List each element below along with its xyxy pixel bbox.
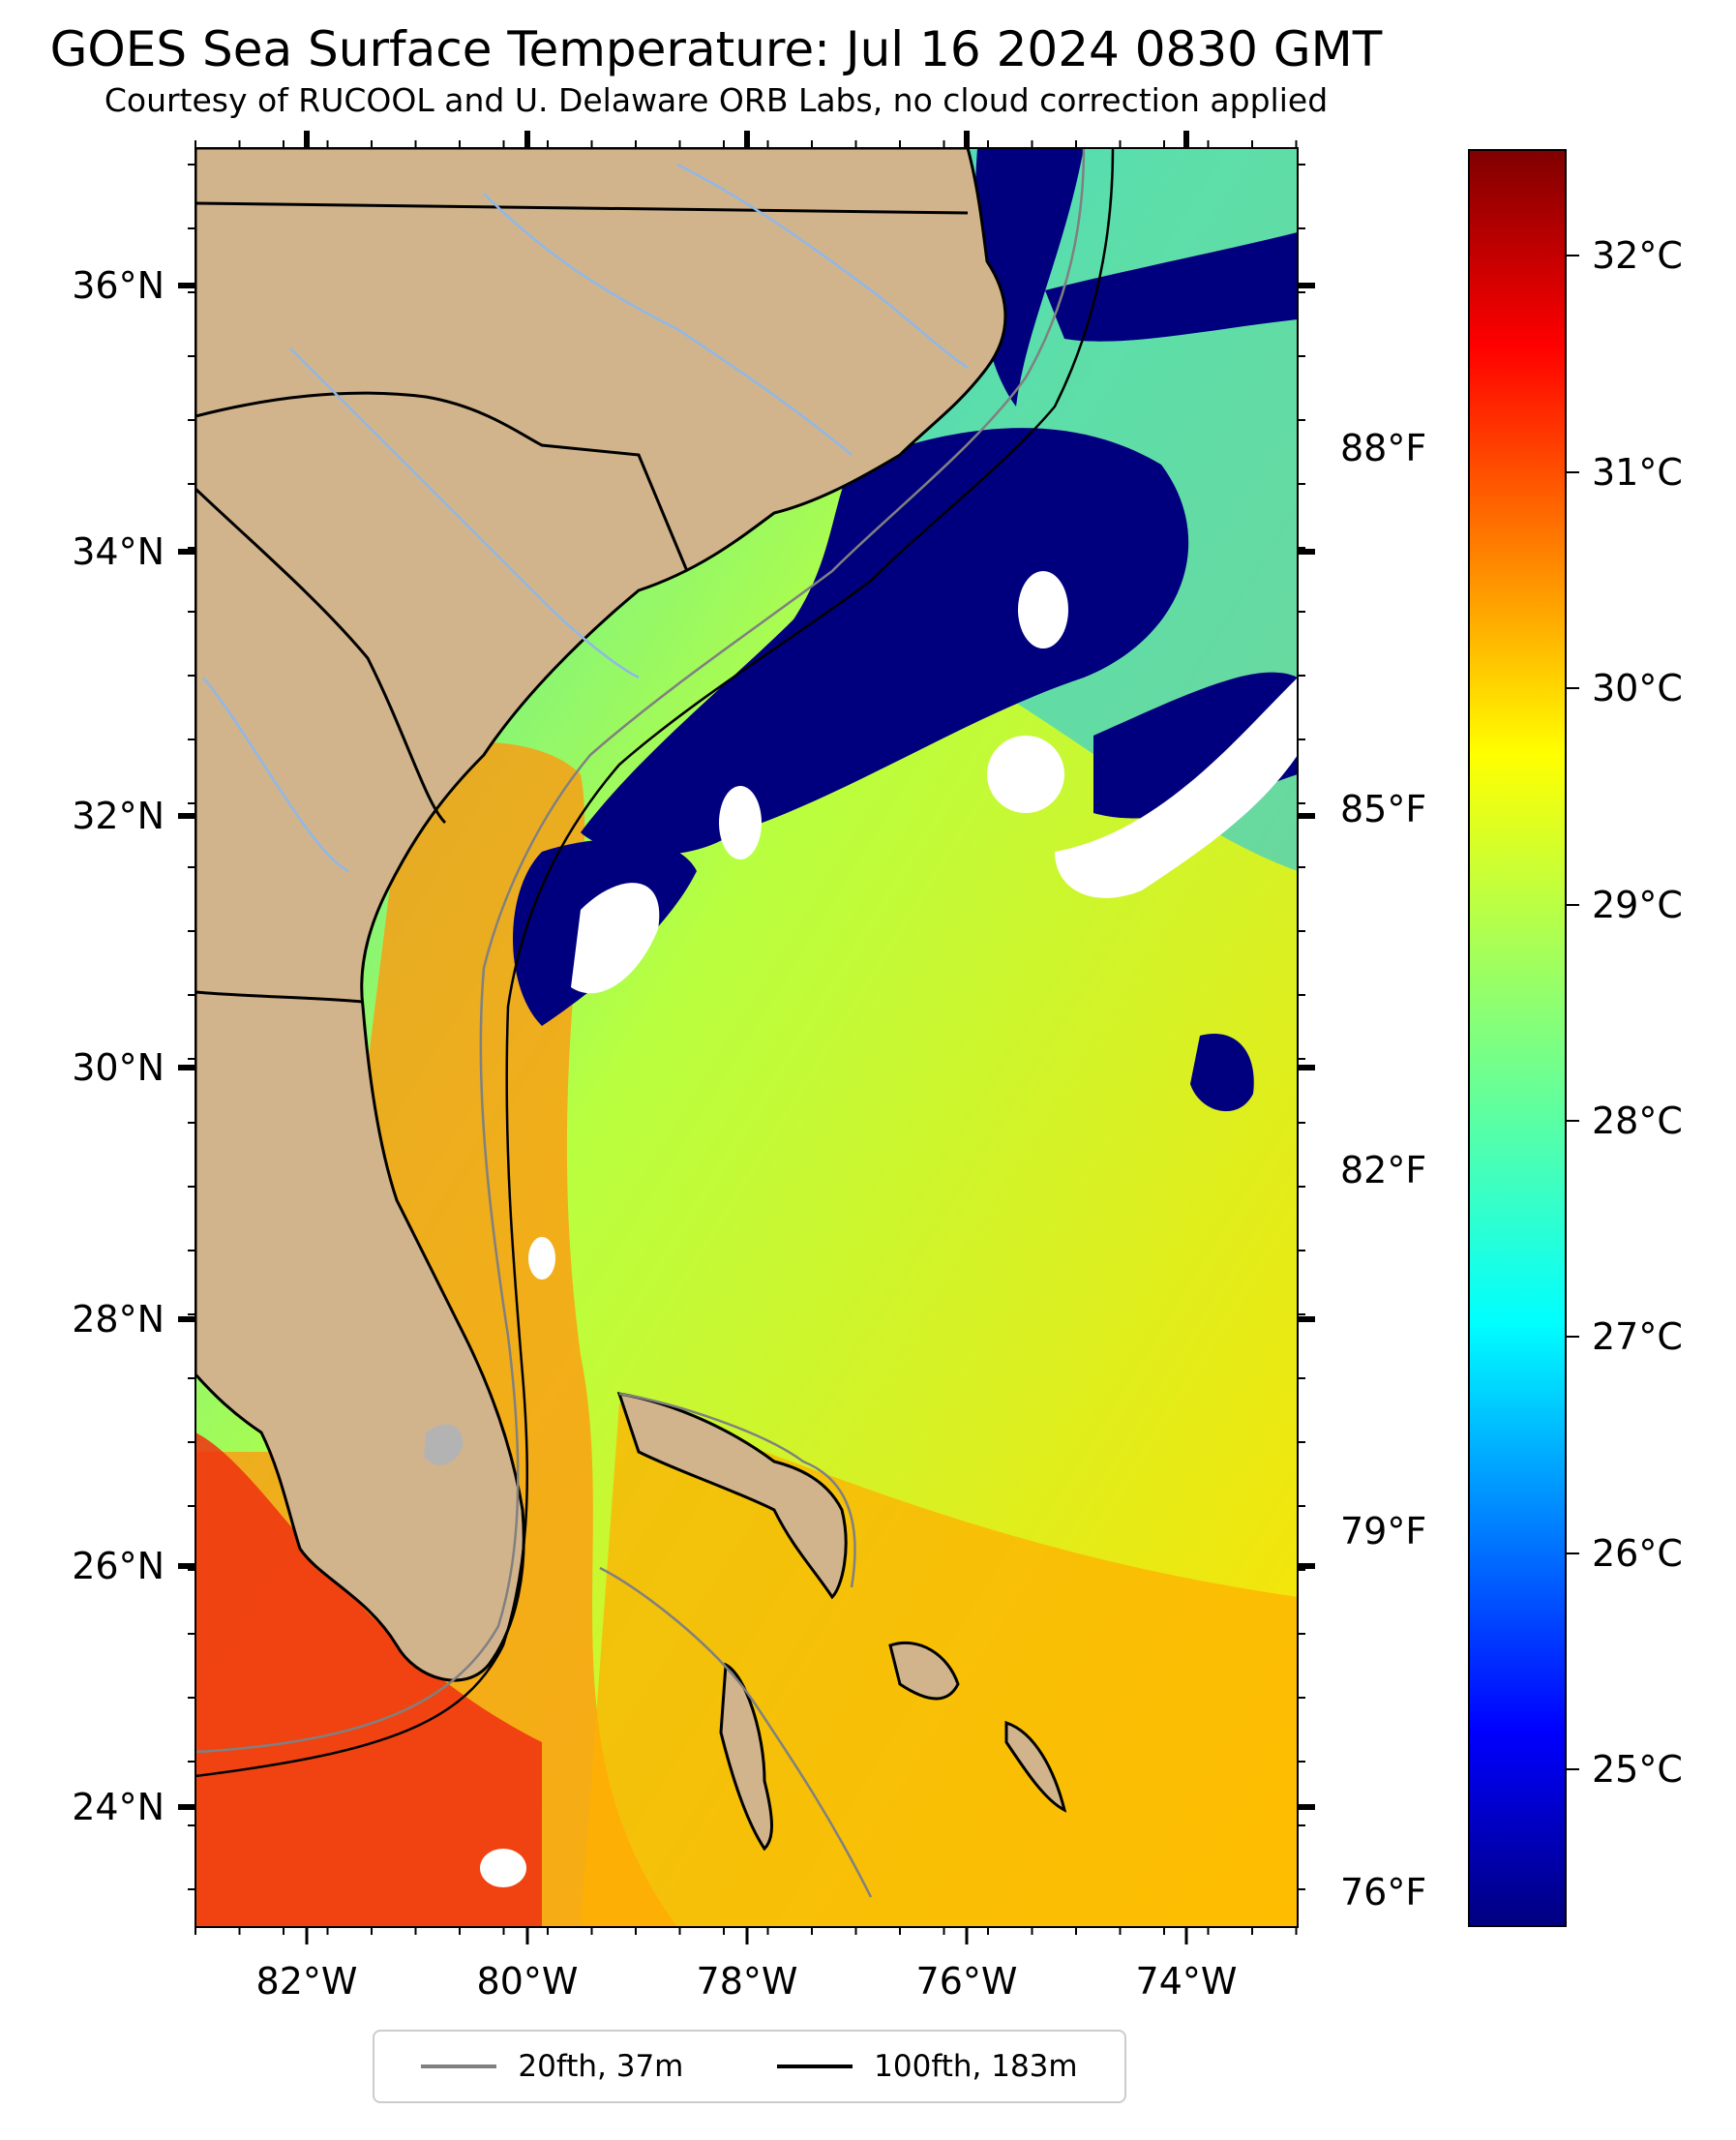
fahrenheit-tick-label: 85°F bbox=[1340, 788, 1426, 830]
isobath-20fth bbox=[618, 1392, 856, 1588]
colorbar-gradient bbox=[1468, 149, 1567, 1927]
cloud-mask bbox=[480, 1849, 526, 1887]
river bbox=[202, 677, 349, 873]
map-subtitle: Courtesy of RUCOOL and U. Delaware ORB L… bbox=[104, 81, 1329, 119]
state-border bbox=[195, 487, 447, 825]
lon-tick-label: 82°W bbox=[256, 1960, 358, 2003]
fahrenheit-tick-label: 79°F bbox=[1340, 1510, 1426, 1552]
cold-patch-2 bbox=[1045, 232, 1298, 342]
lon-tick-label: 76°W bbox=[916, 1960, 1018, 2003]
river bbox=[676, 163, 969, 370]
island-eleuthera bbox=[888, 1641, 960, 1701]
colorbar-tick-label: 28°C bbox=[1592, 1100, 1683, 1142]
island-andros bbox=[719, 1662, 773, 1852]
legend-swatch-gray bbox=[421, 2065, 497, 2068]
cloud-mask bbox=[719, 786, 762, 859]
isobath-20fth bbox=[195, 148, 1086, 1754]
isobath-20fth bbox=[599, 1566, 873, 1898]
land-mainland bbox=[195, 148, 1007, 1682]
fahrenheit-tick-label: 76°F bbox=[1340, 1871, 1426, 1914]
cold-patch-3 bbox=[581, 428, 1189, 856]
colorbar-tick-label: 26°C bbox=[1592, 1532, 1683, 1575]
river bbox=[483, 193, 853, 456]
colorbar-tick-label: 29°C bbox=[1592, 884, 1683, 926]
lon-tick-label: 74°W bbox=[1136, 1960, 1238, 2003]
lat-tick-label: 30°N bbox=[72, 1046, 165, 1089]
longitude-axis: 82°W 80°W 78°W 76°W 74°W bbox=[256, 131, 1238, 2003]
lat-tick-label: 36°N bbox=[72, 264, 165, 307]
colorbar-tick-label: 27°C bbox=[1592, 1315, 1683, 1358]
map-area bbox=[195, 148, 1298, 1927]
legend-item-20fth: 20fth, 37m bbox=[421, 2049, 683, 2084]
lat-tick-label: 26°N bbox=[72, 1545, 165, 1587]
state-border bbox=[195, 201, 969, 215]
cold-patch-6 bbox=[1190, 1034, 1254, 1112]
gulf-hot-water bbox=[195, 1432, 542, 1927]
cloud-mask bbox=[571, 883, 660, 994]
fahrenheit-tick-label: 82°F bbox=[1340, 1149, 1426, 1191]
cloud-mask bbox=[528, 1237, 555, 1280]
lat-tick-label: 24°N bbox=[72, 1786, 165, 1828]
legend-label: 20fth, 37m bbox=[518, 2049, 684, 2084]
island-grand-bahama-abaco bbox=[616, 1392, 848, 1600]
colorbar-tick-label: 25°C bbox=[1592, 1748, 1683, 1791]
river bbox=[289, 347, 640, 679]
isobath-100fth bbox=[195, 148, 1115, 1778]
fahrenheit-axis: 88°F 85°F 82°F 79°F 76°F bbox=[1340, 427, 1426, 1914]
latitude-axis: 36°N 34°N 32°N 30°N 28°N 26°N 24°N bbox=[72, 264, 1315, 1828]
colorbar-tick-label: 31°C bbox=[1592, 451, 1683, 494]
state-border bbox=[195, 990, 364, 1004]
lat-tick-label: 34°N bbox=[72, 530, 165, 573]
colorbar-tick-label: 30°C bbox=[1592, 667, 1683, 709]
colorbar: 32°C 31°C 30°C 29°C 28°C 27°C 26°C 25°C bbox=[1468, 149, 1683, 1927]
legend: 20fth, 37m 100fth, 183m bbox=[373, 2030, 1126, 2103]
cloud-mask bbox=[1018, 571, 1068, 648]
lon-tick-label: 80°W bbox=[477, 1960, 579, 2003]
colorbar-tick-label: 32°C bbox=[1592, 234, 1683, 277]
legend-item-100fth: 100fth, 183m bbox=[777, 2049, 1078, 2084]
legend-swatch-black bbox=[777, 2065, 853, 2068]
map-title: GOES Sea Surface Temperature: Jul 16 202… bbox=[49, 21, 1383, 77]
lon-tick-label: 78°W bbox=[697, 1960, 798, 2003]
lat-tick-label: 28°N bbox=[72, 1298, 165, 1341]
cloud-mask bbox=[1055, 678, 1298, 898]
fahrenheit-tick-label: 88°F bbox=[1340, 427, 1426, 469]
lake-okeechobee bbox=[424, 1424, 464, 1465]
state-border bbox=[195, 391, 689, 572]
cloud-mask bbox=[987, 736, 1064, 813]
island-cat bbox=[1004, 1720, 1067, 1813]
legend-label: 100fth, 183m bbox=[874, 2049, 1078, 2084]
minor-ticks bbox=[188, 140, 1305, 1935]
lat-tick-label: 32°N bbox=[72, 795, 165, 837]
